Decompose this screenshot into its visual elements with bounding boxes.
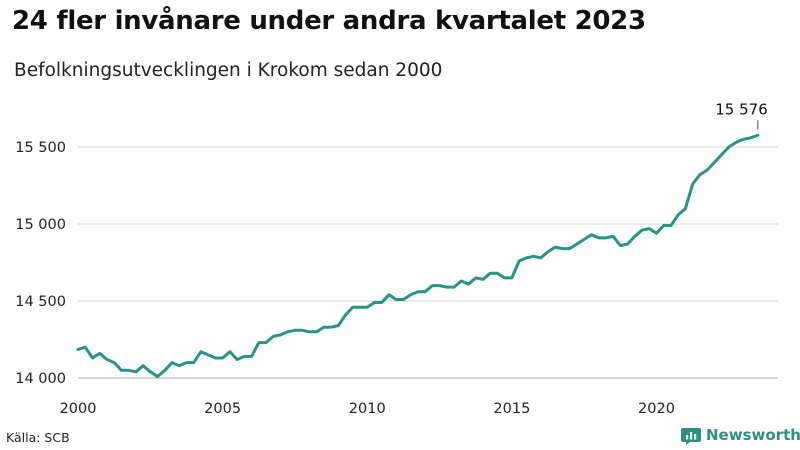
y-tick-label: 14 500 xyxy=(15,294,66,310)
x-tick-label: 2000 xyxy=(60,401,97,417)
series-line xyxy=(76,133,760,378)
y-tick-label: 15 500 xyxy=(15,140,66,156)
x-tick-label: 2015 xyxy=(493,401,530,417)
y-tick-label: 14 000 xyxy=(15,371,66,387)
x-tick-label: 2010 xyxy=(349,401,386,417)
newsworthy-logo-icon xyxy=(681,428,701,445)
brand-name: Newsworthy xyxy=(706,426,800,444)
gridlines xyxy=(78,146,778,302)
y-tick-label: 15 000 xyxy=(15,217,66,233)
chart-title: 24 fler invånare under andra kvartalet 2… xyxy=(12,6,646,36)
brand-logo: Newsworthy xyxy=(680,424,800,446)
y-axis-ticks: 14 000 14 500 15 000 15 500 xyxy=(15,140,66,387)
annotation-label: 15 576 xyxy=(715,100,768,118)
x-tick-label: 2020 xyxy=(638,401,675,417)
x-axis-ticks: 2000 2005 2010 2015 2020 xyxy=(60,401,675,417)
x-tick-label: 2005 xyxy=(204,401,241,417)
source-note: Källa: SCB xyxy=(6,430,70,445)
chart-subtitle: Befolkningsutvecklingen i Krokom sedan 2… xyxy=(14,60,443,81)
